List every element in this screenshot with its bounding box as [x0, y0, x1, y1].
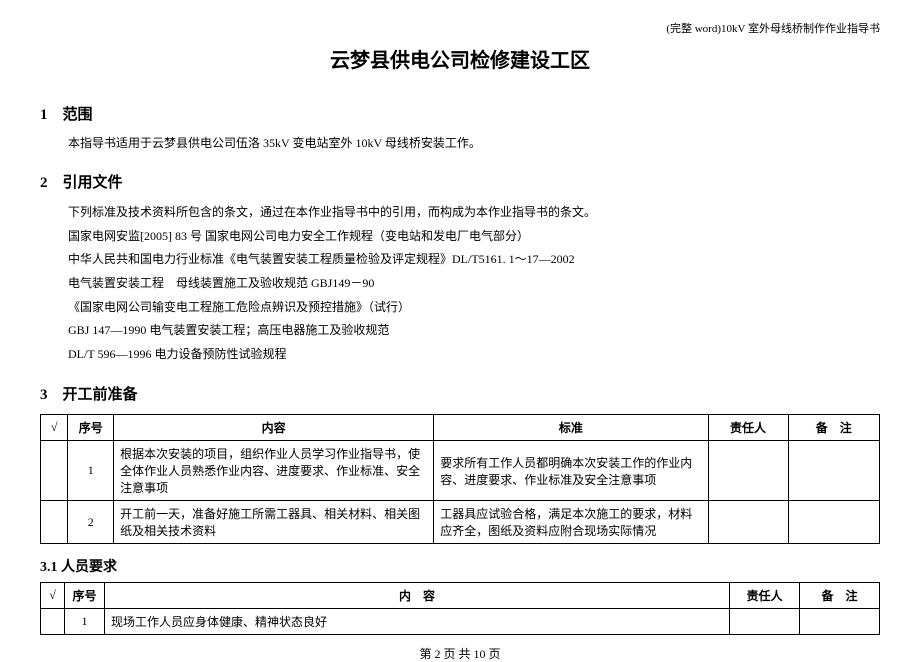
table-row: 1 现场工作人员应身体健康、精神状态良好 [41, 609, 880, 635]
table-header-row: √ 序号 内容 标准 责任人 备 注 [41, 415, 880, 441]
section2-reflist: 下列标准及技术资料所包含的条文，通过在本作业指导书中的引用，而构成为本作业指导书… [68, 202, 880, 365]
table-row: 2 开工前一天，准备好施工所需工器具、相关材料、相关图纸及相关技术资料 工器具应… [41, 501, 880, 544]
section2-heading: 2 引用文件 [40, 171, 880, 192]
cell-standard: 要求所有工作人员都明确本次安装工作的作业内容、进度要求、作业标准及安全注意事项 [434, 441, 708, 501]
ref-item: 电气装置安装工程 母线装置施工及验收规范 GBJ149－90 [68, 273, 880, 295]
cell-note [800, 609, 880, 635]
header-right-text: (完整 word)10kV 室外母线桥制作作业指导书 [40, 20, 880, 36]
cell-check [41, 609, 65, 635]
cell-person [730, 609, 800, 635]
th-note: 备 注 [788, 415, 879, 441]
th-standard: 标准 [434, 415, 708, 441]
cell-person [708, 501, 788, 544]
ref-item: 《国家电网公司输变电工程施工危险点辨识及预控措施》（试行） [68, 297, 880, 319]
cell-note [788, 501, 879, 544]
ref-item: 中华人民共和国电力行业标准《电气装置安装工程质量检验及评定规程》DL/T5161… [68, 249, 880, 271]
section1-body: 本指导书适用于云梦县供电公司伍洛 35kV 变电站室外 10kV 母线桥安装工作… [68, 134, 880, 153]
th-person: 责任人 [730, 583, 800, 609]
table-header-row: √ 序号 内 容 责任人 备 注 [41, 583, 880, 609]
th-content: 内 容 [105, 583, 730, 609]
cell-check [41, 501, 68, 544]
table-row: 1 根据本次安装的项目，组织作业人员学习作业指导书，使全体作业人员熟悉作业内容、… [41, 441, 880, 501]
page-footer: 第 2 页 共 10 页 [40, 645, 880, 662]
cell-seq: 1 [68, 441, 114, 501]
cell-content: 根据本次安装的项目，组织作业人员学习作业指导书，使全体作业人员熟悉作业内容、进度… [114, 441, 434, 501]
page-title: 云梦县供电公司检修建设工区 [40, 44, 880, 73]
ref-item: DL/T 596—1996 电力设备预防性试验规程 [68, 344, 880, 366]
cell-seq: 1 [65, 609, 105, 635]
th-note: 备 注 [800, 583, 880, 609]
cell-person [708, 441, 788, 501]
th-check: √ [41, 583, 65, 609]
ref-item: GBJ 147—1990 电气装置安装工程；高压电器施工及验收规范 [68, 320, 880, 342]
cell-note [788, 441, 879, 501]
personnel-table: √ 序号 内 容 责任人 备 注 1 现场工作人员应身体健康、精神状态良好 [40, 582, 880, 635]
th-seq: 序号 [65, 583, 105, 609]
cell-standard: 工器具应试验合格，满足本次施工的要求，材料应齐全，图纸及资料应附合现场实际情况 [434, 501, 708, 544]
th-person: 责任人 [708, 415, 788, 441]
th-check: √ [41, 415, 68, 441]
section3-heading: 3 开工前准备 [40, 383, 880, 404]
cell-content: 现场工作人员应身体健康、精神状态良好 [105, 609, 730, 635]
cell-check [41, 441, 68, 501]
preparation-table: √ 序号 内容 标准 责任人 备 注 1 根据本次安装的项目，组织作业人员学习作… [40, 414, 880, 544]
section2-intro: 下列标准及技术资料所包含的条文，通过在本作业指导书中的引用，而构成为本作业指导书… [68, 202, 880, 224]
th-seq: 序号 [68, 415, 114, 441]
th-content: 内容 [114, 415, 434, 441]
cell-seq: 2 [68, 501, 114, 544]
section31-heading: 3.1 人员要求 [40, 556, 880, 576]
section1-heading: 1 范围 [40, 103, 880, 124]
cell-content: 开工前一天，准备好施工所需工器具、相关材料、相关图纸及相关技术资料 [114, 501, 434, 544]
ref-item: 国家电网安监[2005] 83 号 国家电网公司电力安全工作规程（变电站和发电厂… [68, 226, 880, 248]
